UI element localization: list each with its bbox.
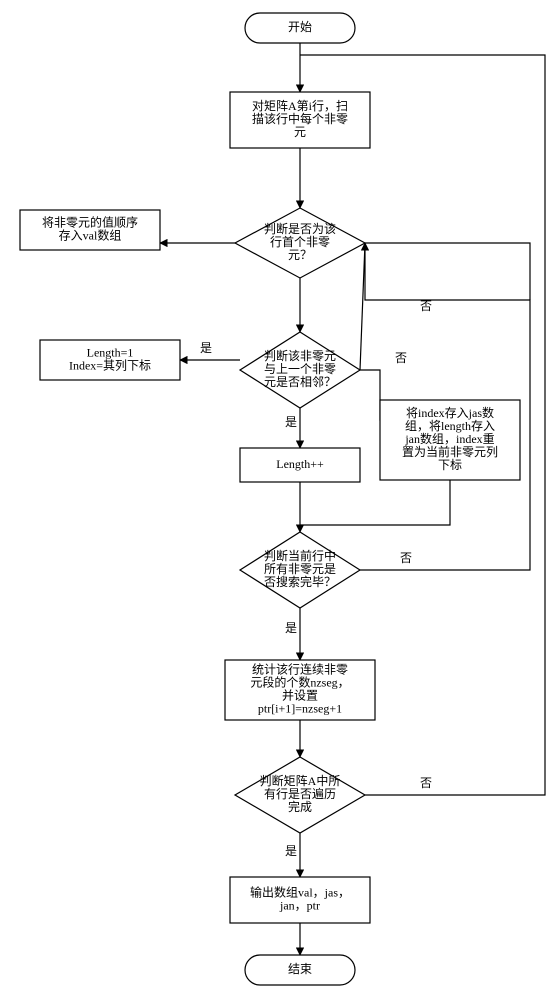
node-output-line0: 输出数组val，jas， <box>250 884 350 899</box>
edge-e12b <box>365 243 530 300</box>
node-allRows: 判断矩阵A中所有行是否遍历完成 <box>235 757 365 833</box>
node-setLen1-line1: Index=其列下标 <box>69 358 151 372</box>
node-storeVal-line0: 将非零元的值顺序 <box>42 214 138 229</box>
node-storeVal-line1: 存入val数组 <box>59 227 122 242</box>
node-scan: 对矩阵A第i行，扫描该行中每个非零元 <box>230 92 370 148</box>
node-count: 统计该行连续非零元段的个数nzseg，并设置ptr[i+1]=nzseg+1 <box>225 660 375 720</box>
edge-e12b-label: 否 <box>420 299 432 313</box>
node-allRows-line2: 完成 <box>288 799 312 814</box>
node-allNz-line1: 所有非零元是 <box>264 562 336 576</box>
node-storeVal: 将非零元的值顺序存入val数组 <box>20 210 160 250</box>
edge-e5-label: 是 <box>200 341 212 355</box>
node-isAdj-line1: 与上一个非零 <box>264 362 336 376</box>
node-count-line3: ptr[i+1]=nzseg+1 <box>258 701 342 715</box>
node-scan-line1: 描该行中每个非零 <box>252 111 348 126</box>
node-scan-line2: 元 <box>294 125 306 139</box>
node-isFirst-line1: 行首个非零 <box>270 235 330 249</box>
edge-e12 <box>360 243 365 370</box>
node-lenpp-line0: Length++ <box>276 457 324 471</box>
node-start: 开始 <box>245 13 355 43</box>
node-allRows-line1: 有行是否遍历 <box>264 787 336 801</box>
node-isAdj-line0: 判断该非零元 <box>264 348 336 363</box>
node-saveIdx-line3: 置为当前非零元列 <box>402 444 498 459</box>
node-allRows-line0: 判断矩阵A中所 <box>260 773 341 788</box>
edge-e7-label: 否 <box>395 351 407 365</box>
flowchart-canvas: 是是否是否否是否 开始对矩阵A第i行，扫描该行中每个非零元将非零元的值顺序存入v… <box>0 0 554 1000</box>
node-count-line0: 统计该行连续非零 <box>252 661 348 676</box>
edge-e10-label: 是 <box>285 621 297 635</box>
edge-e14-label: 是 <box>285 844 297 858</box>
edge-e15-label: 否 <box>420 776 432 790</box>
node-lenpp: Length++ <box>240 448 360 482</box>
node-isAdj: 判断该非零元与上一个非零元是否相邻？ <box>240 332 360 408</box>
node-allNz-line0: 判断当前行中 <box>264 548 336 563</box>
node-count-line2: 并设置 <box>282 688 318 702</box>
node-saveIdx-line1: 组，将length存入 <box>405 419 495 433</box>
node-isAdj-line2: 元是否相邻？ <box>264 375 336 389</box>
node-saveIdx-line4: 下标 <box>438 458 462 472</box>
edge-e6-label: 是 <box>285 415 297 429</box>
node-allNz: 判断当前行中所有非零元是否搜索完毕？ <box>240 532 360 608</box>
node-end: 结束 <box>245 955 355 985</box>
node-count-line1: 元段的个数nzseg， <box>250 674 349 689</box>
node-saveIdx-line2: jan数组，index重 <box>404 431 494 446</box>
edge-e9 <box>300 480 450 525</box>
node-allNz-line2: 否搜索完毕？ <box>264 574 336 589</box>
edge-e11-label: 否 <box>400 551 412 565</box>
node-saveIdx: 将index存入jas数组，将length存入jan数组，index重置为当前非… <box>380 400 520 480</box>
node-end-line0: 结束 <box>288 962 312 976</box>
node-isFirst-line2: 元？ <box>288 248 312 262</box>
node-isFirst-line0: 判断是否为该 <box>264 221 336 236</box>
node-isFirst: 判断是否为该行首个非零元？ <box>235 208 365 278</box>
node-setLen1-line0: Length=1 <box>87 345 134 359</box>
node-output-line1: jan，ptr <box>279 898 320 912</box>
node-start-line0: 开始 <box>288 20 312 34</box>
node-saveIdx-line0: 将index存入jas数 <box>406 405 494 420</box>
node-output: 输出数组val，jas，jan，ptr <box>230 877 370 923</box>
node-scan-line0: 对矩阵A第i行，扫 <box>252 99 348 113</box>
node-setLen1: Length=1Index=其列下标 <box>40 340 180 380</box>
